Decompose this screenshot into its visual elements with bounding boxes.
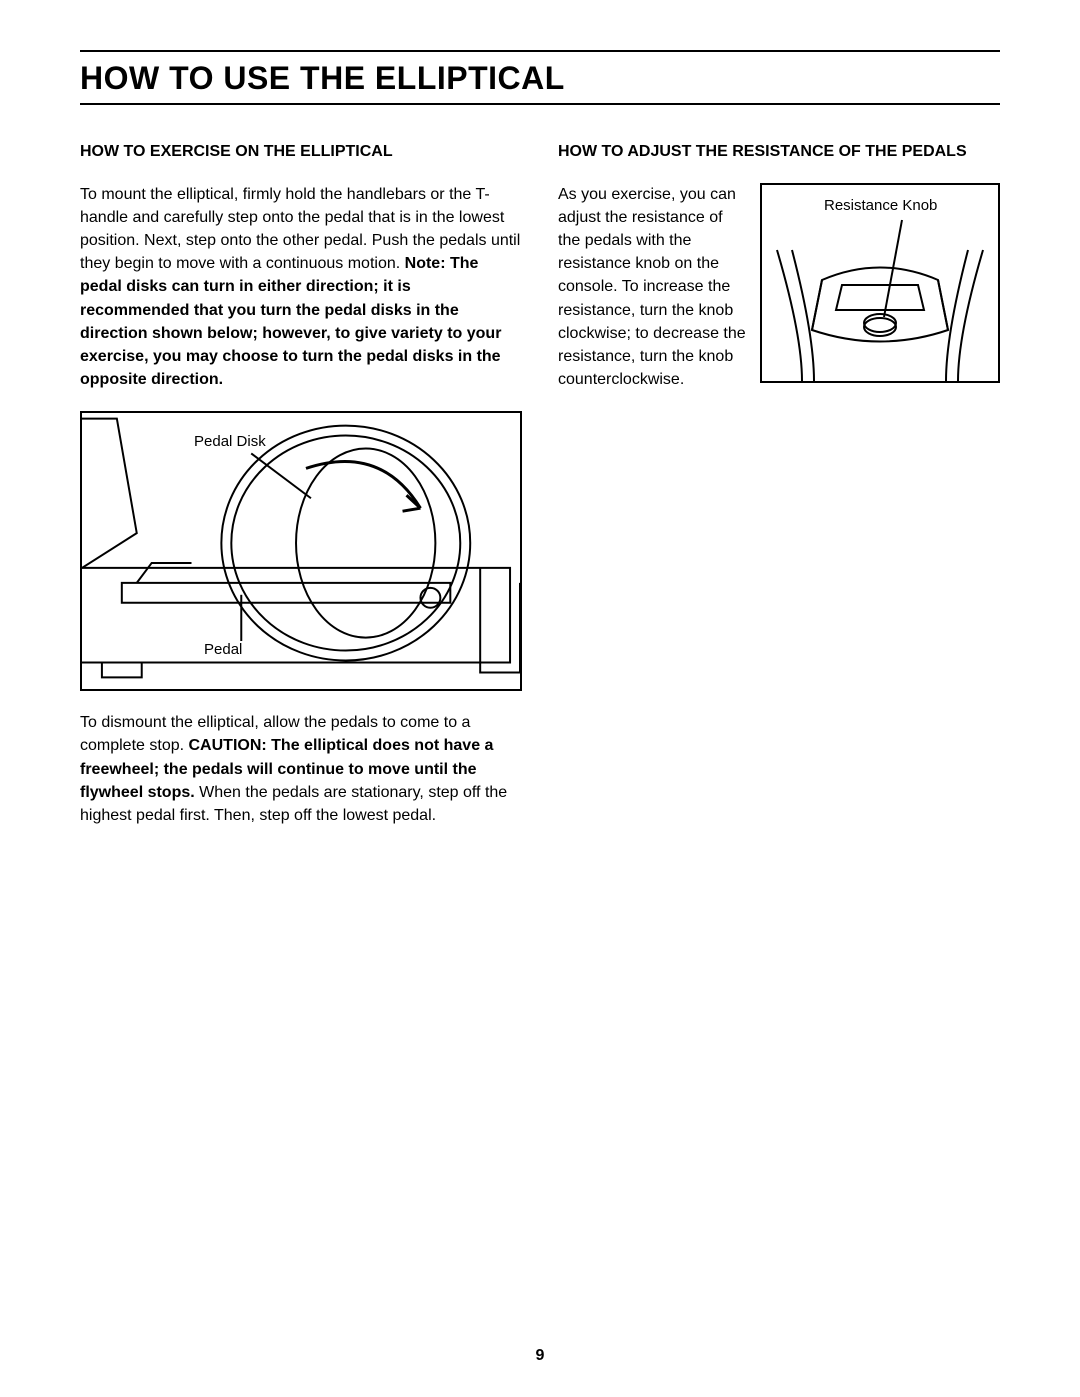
manual-page: HOW TO USE THE ELLIPTICAL HOW TO EXERCIS… [0, 0, 1080, 877]
top-rule [80, 50, 1000, 52]
right-heading: HOW TO ADJUST THE RESISTANCE OF THE PEDA… [558, 141, 1000, 163]
resistance-knob-svg [762, 185, 998, 381]
left-column: HOW TO EXERCISE ON THE ELLIPTICAL To mou… [80, 141, 522, 847]
left-para-2: To dismount the elliptical, allow the pe… [80, 711, 522, 827]
pedal-label: Pedal [202, 641, 244, 658]
pedal-disk-svg [82, 413, 520, 689]
two-column-layout: HOW TO EXERCISE ON THE ELLIPTICAL To mou… [80, 141, 1000, 847]
right-text-wrap: Resistance Knob As you exercise, you can… [558, 183, 1000, 392]
left-para-1-bold: Note: The pedal disks can turn in either… [80, 255, 501, 388]
resistance-knob-figure: Resistance Knob [760, 183, 1000, 383]
left-para-1: To mount the elliptical, firmly hold the… [80, 183, 522, 392]
resistance-knob-label: Resistance Knob [822, 197, 939, 214]
right-column: HOW TO ADJUST THE RESISTANCE OF THE PEDA… [558, 141, 1000, 847]
page-number: 9 [0, 1347, 1080, 1365]
pedal-disk-label: Pedal Disk [192, 433, 268, 450]
page-title: HOW TO USE THE ELLIPTICAL [80, 60, 1000, 97]
title-underline-rule [80, 103, 1000, 105]
pedal-disk-figure: Pedal Disk Pedal [80, 411, 522, 691]
left-heading: HOW TO EXERCISE ON THE ELLIPTICAL [80, 141, 522, 163]
